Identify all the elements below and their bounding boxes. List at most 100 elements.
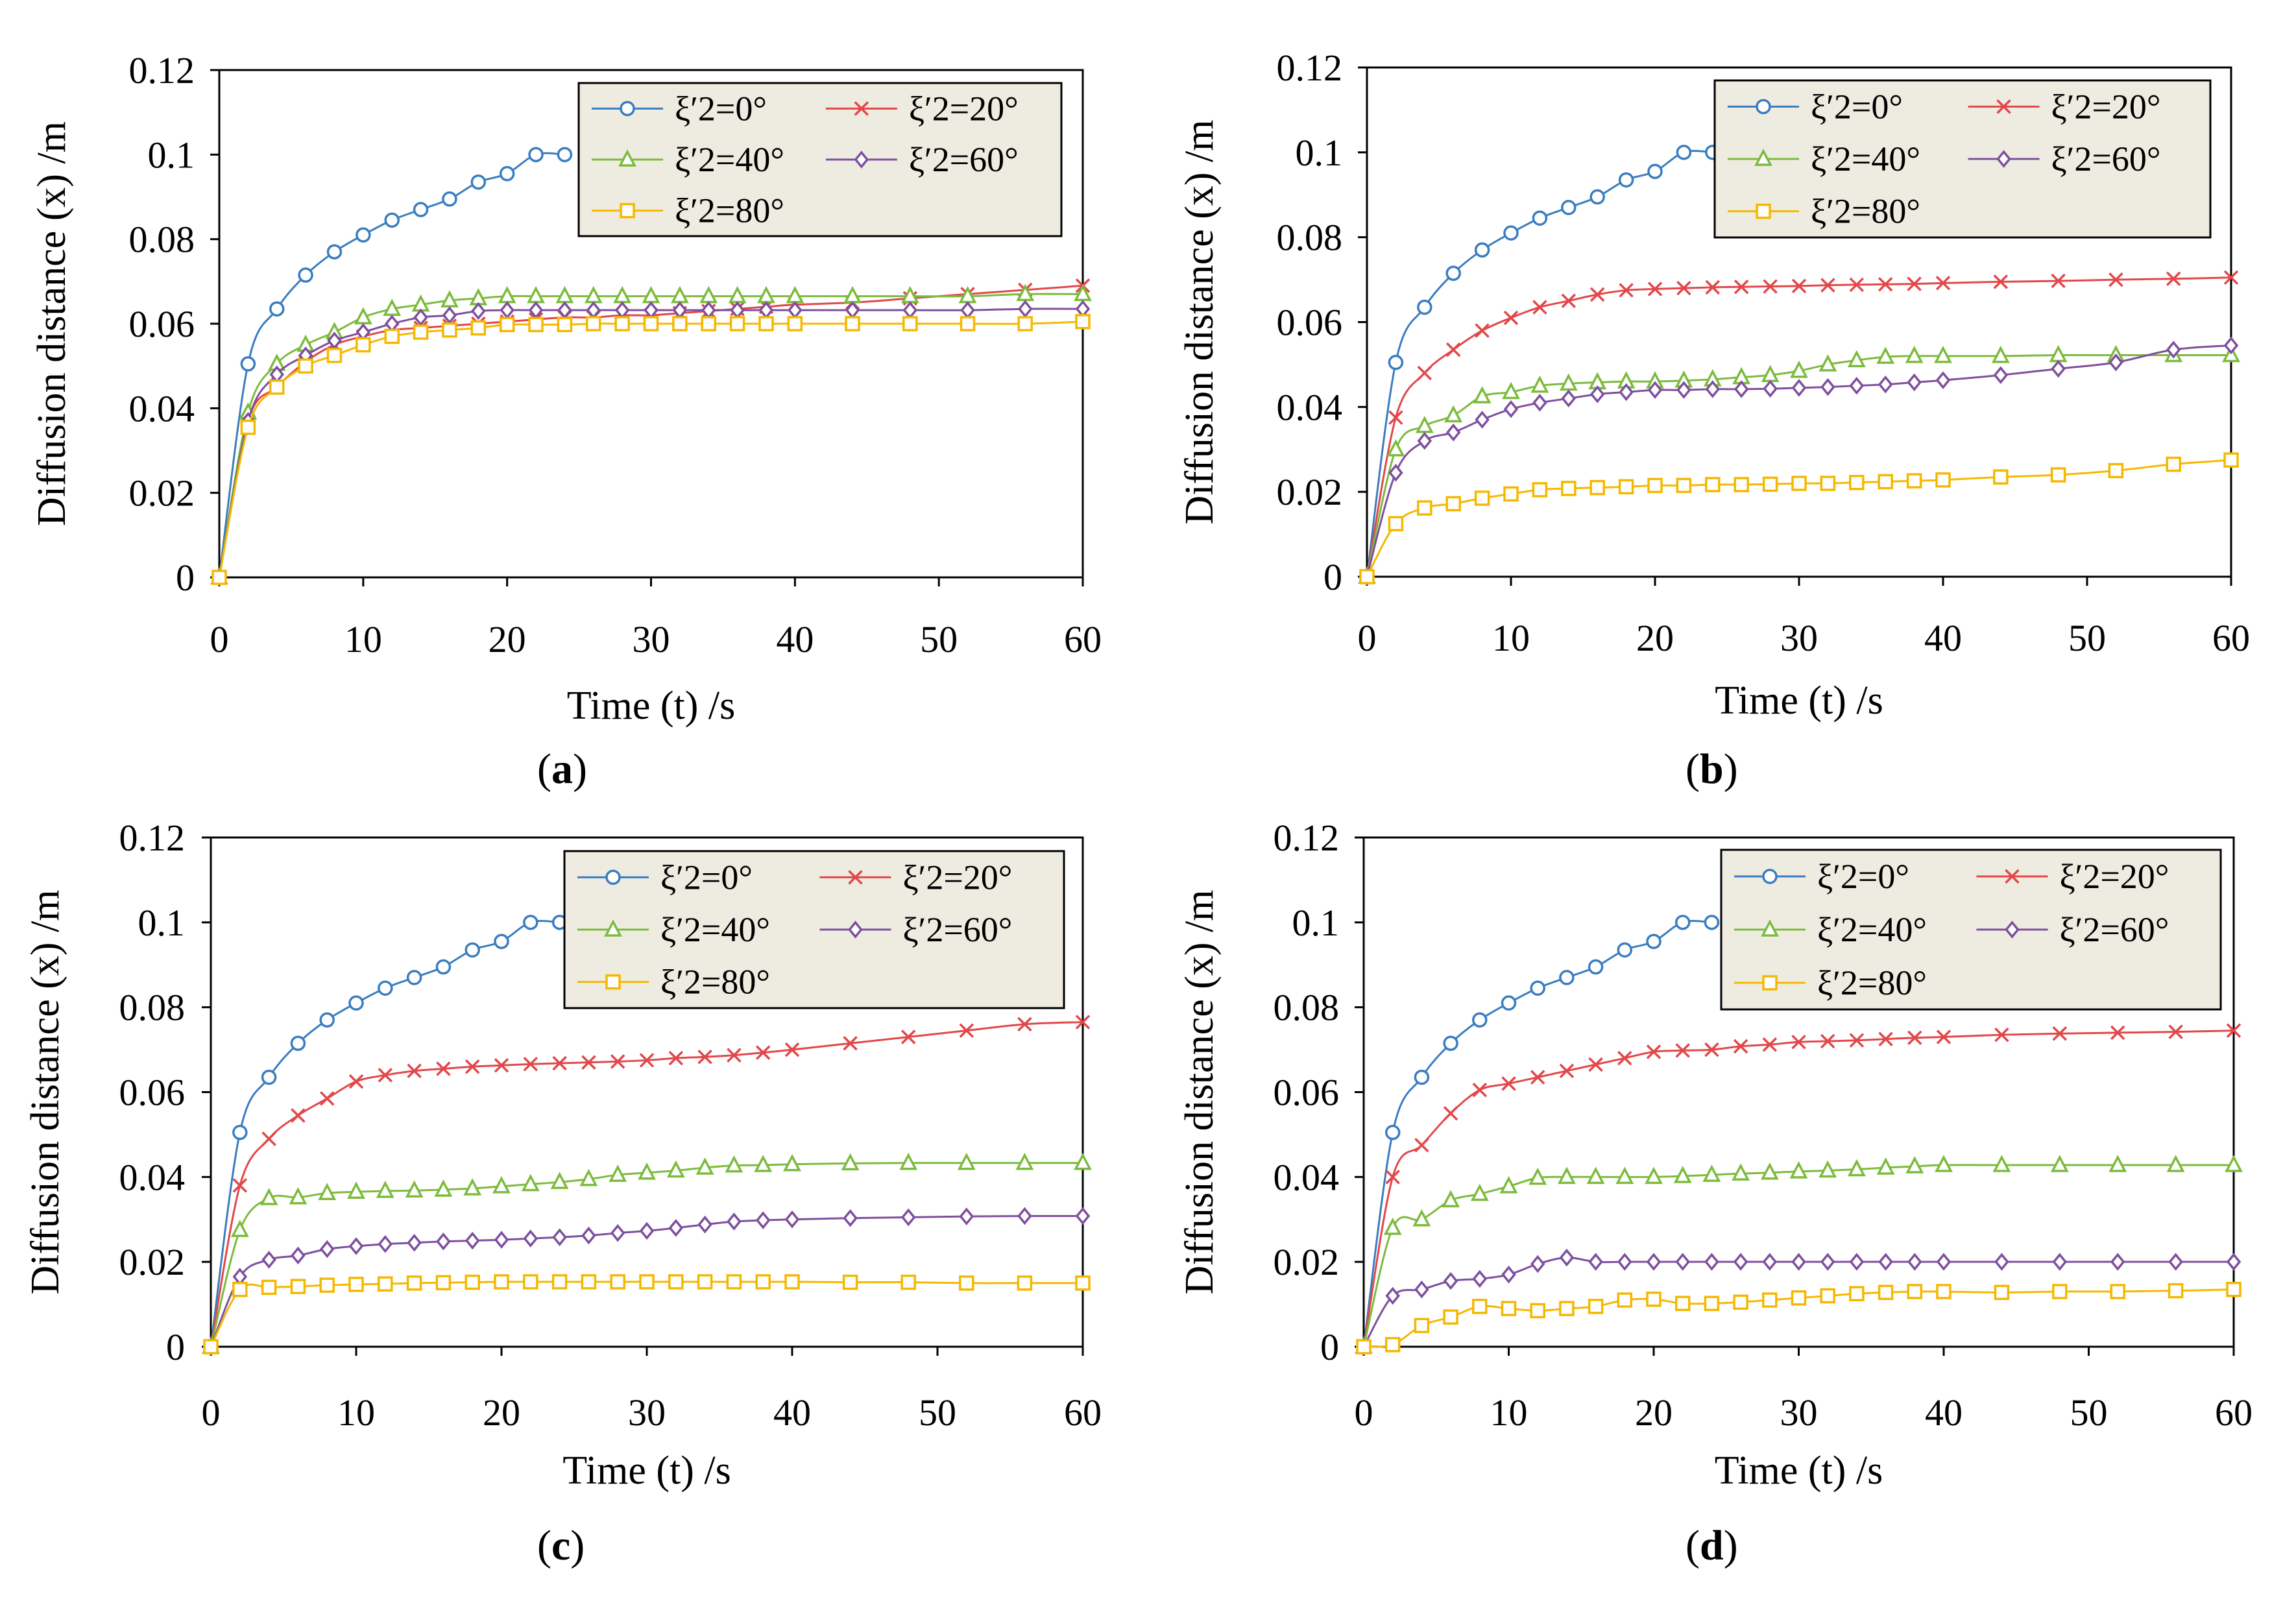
data-point-cross — [1936, 1030, 1952, 1044]
data-point-square — [1017, 1275, 1033, 1291]
data-point-triangle — [1761, 919, 1779, 937]
data-point-square — [261, 1279, 277, 1295]
data-point-diamond — [2109, 353, 2123, 372]
data-point-cross — [1530, 1070, 1545, 1085]
data-point-cross — [639, 1053, 655, 1068]
data-point-diamond — [902, 301, 918, 319]
data-point-triangle — [376, 1181, 394, 1198]
data-point-cross — [1414, 1138, 1429, 1153]
data-point-circle — [1674, 915, 1691, 930]
data-point-circle — [499, 165, 515, 182]
data-point-triangle — [1790, 360, 1808, 378]
legend-item: ξ′2=40° — [1728, 139, 1920, 178]
data-point-diamond — [327, 331, 342, 350]
data-point-diamond — [758, 301, 774, 319]
data-point-triangle — [2225, 1155, 2243, 1172]
data-point-square — [668, 1274, 684, 1290]
data-point-cross — [1475, 323, 1490, 338]
data-point-diamond — [843, 1209, 858, 1227]
data-point-square — [1356, 1339, 1372, 1355]
legend: ξ′2=0° ξ′2=20° ξ′2=40° ξ′2=60° ξ′2=80° — [1713, 79, 2212, 239]
data-point-diamond — [1388, 463, 1403, 482]
data-point-circle — [348, 995, 364, 1011]
series-square — [203, 1274, 1091, 1355]
y-tick-label: 0.1 — [1296, 132, 1343, 174]
x-tick-label: 10 — [1490, 1391, 1528, 1434]
data-point-square — [643, 316, 659, 331]
data-point-circle — [1445, 265, 1461, 282]
data-point-square — [290, 1279, 306, 1294]
data-point-circle — [1647, 163, 1663, 180]
data-point-triangle — [1905, 1156, 1924, 1174]
data-point-circle — [1762, 869, 1778, 884]
data-point-square — [384, 328, 400, 344]
data-point-circle — [290, 1035, 306, 1052]
data-point-circle — [435, 959, 452, 975]
data-point-square — [787, 316, 803, 331]
data-point-diamond — [378, 1235, 393, 1253]
legend-label: ξ′2=60° — [2051, 139, 2161, 178]
data-point-square — [2052, 1284, 2068, 1299]
data-point-square — [1676, 477, 1692, 494]
data-point-cross — [1676, 280, 1691, 296]
y-tick-label: 0.1 — [1292, 902, 1340, 944]
legend: ξ′2=0° ξ′2=20° ξ′2=40° ξ′2=60° ξ′2=80° — [577, 82, 1063, 237]
data-point-diamond — [348, 1237, 364, 1255]
x-tick-label: 50 — [2070, 1391, 2108, 1434]
data-point-diamond — [1017, 1207, 1032, 1225]
x-tick-label: 20 — [1635, 1391, 1673, 1434]
data-point-square — [1503, 486, 1519, 502]
data-point-triangle — [1074, 1152, 1092, 1170]
data-point-diamond — [1561, 389, 1577, 408]
data-point-square — [701, 316, 716, 331]
data-point-cross — [1443, 1105, 1458, 1121]
data-point-cross — [1935, 276, 1951, 291]
data-point-diamond — [1907, 1253, 1922, 1271]
data-point-diamond — [1385, 1286, 1400, 1305]
data-point-square — [557, 317, 573, 333]
data-point-diamond — [1617, 1253, 1632, 1271]
data-point-triangle — [492, 1175, 511, 1194]
data-point-triangle — [1934, 346, 1952, 363]
data-point-square — [1617, 1292, 1633, 1308]
data-point-circle — [240, 356, 256, 372]
data-point-square — [465, 1274, 480, 1290]
data-point-cross — [1472, 1082, 1488, 1098]
data-point-diamond — [494, 1231, 509, 1249]
data-point-square — [1762, 476, 1778, 492]
data-point-square — [348, 1277, 364, 1292]
data-point-diamond — [500, 301, 514, 319]
legend-item: ξ′2=80° — [1728, 192, 1920, 231]
data-point-cross — [348, 1074, 364, 1089]
data-point-square — [1359, 569, 1375, 584]
data-point-square — [639, 1274, 655, 1290]
series-diamond — [211, 300, 1091, 586]
data-point-cross — [1907, 276, 1922, 291]
data-point-diamond — [319, 1240, 335, 1259]
data-point-cross — [319, 1091, 335, 1106]
data-point-square — [1907, 1284, 1923, 1299]
data-point-square — [1417, 500, 1432, 516]
series-triangle — [1358, 344, 2240, 584]
data-point-square — [1705, 477, 1721, 492]
x-tick-label: 20 — [489, 618, 526, 660]
data-point-circle — [384, 212, 400, 228]
data-point-square — [2050, 467, 2066, 483]
data-point-square — [2223, 452, 2239, 468]
data-point-diamond — [784, 1210, 800, 1229]
data-point-diamond — [1414, 1280, 1429, 1299]
data-point-triangle — [1470, 1183, 1489, 1201]
legend-item: ξ′2=60° — [1976, 910, 2169, 949]
data-point-triangle — [441, 290, 459, 307]
data-point-triangle — [1991, 346, 2010, 363]
data-point-diamond — [2110, 1253, 2125, 1271]
legend-item: ξ′2=40° — [1734, 910, 1927, 949]
legend-label: ξ′2=80° — [1811, 192, 1920, 231]
data-point-square — [1443, 1309, 1458, 1325]
legend-item: ξ′2=40° — [577, 910, 770, 949]
data-point-square — [1075, 313, 1091, 330]
x-tick-label: 60 — [2212, 617, 2250, 659]
data-point-cross — [1647, 282, 1663, 296]
data-point-diamond — [1530, 1255, 1545, 1273]
data-point-diamond — [1733, 1253, 1748, 1271]
